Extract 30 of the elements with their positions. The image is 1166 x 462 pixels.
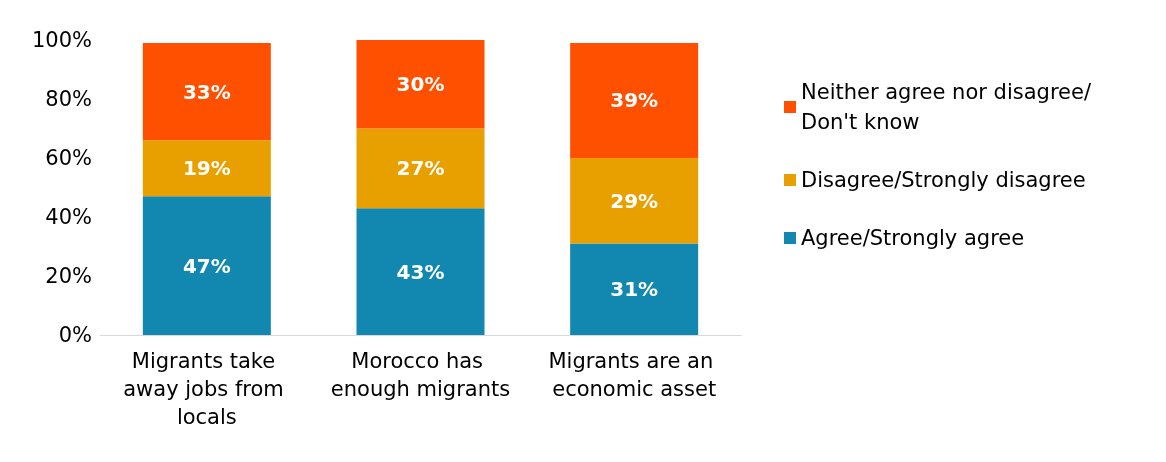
- y-tick-label: 40%: [45, 205, 92, 229]
- legend-label: Agree/Strongly agree: [801, 226, 1025, 250]
- data-label: 31%: [610, 277, 659, 302]
- y-tick-label: 20%: [45, 264, 92, 288]
- bar: [142, 42, 271, 141]
- legend-label: Disagree/Strongly disagree: [801, 168, 1086, 192]
- bar: [142, 196, 271, 335]
- y-tick-label: 0%: [58, 323, 92, 347]
- bar: [356, 40, 485, 129]
- x-tick-label: Migrants are an economic asset: [548, 349, 720, 401]
- x-tick-label: Morocco has enough migrants: [330, 349, 511, 401]
- data-label: 30%: [396, 72, 445, 97]
- data-label: 43%: [396, 259, 445, 284]
- data-label: 27%: [396, 156, 445, 181]
- y-tick-label: 60%: [45, 146, 92, 170]
- bar: [570, 158, 699, 244]
- y-tick-label: 80%: [45, 87, 92, 111]
- data-label: 29%: [610, 188, 659, 213]
- bar: [356, 128, 485, 209]
- data-label: 39%: [610, 88, 659, 113]
- data-label: 47%: [182, 253, 231, 278]
- bar: [142, 140, 271, 197]
- bar: [570, 243, 699, 335]
- data-label: 19%: [182, 156, 231, 181]
- y-tick-label: 100%: [31, 28, 92, 52]
- legend-label: Neither agree nor disagree/Don't know: [801, 80, 1092, 134]
- bar: [570, 42, 699, 158]
- x-tick-label: Migrants take away jobs from locals: [123, 349, 291, 429]
- data-label: 33%: [182, 79, 231, 104]
- bar: [356, 208, 485, 335]
